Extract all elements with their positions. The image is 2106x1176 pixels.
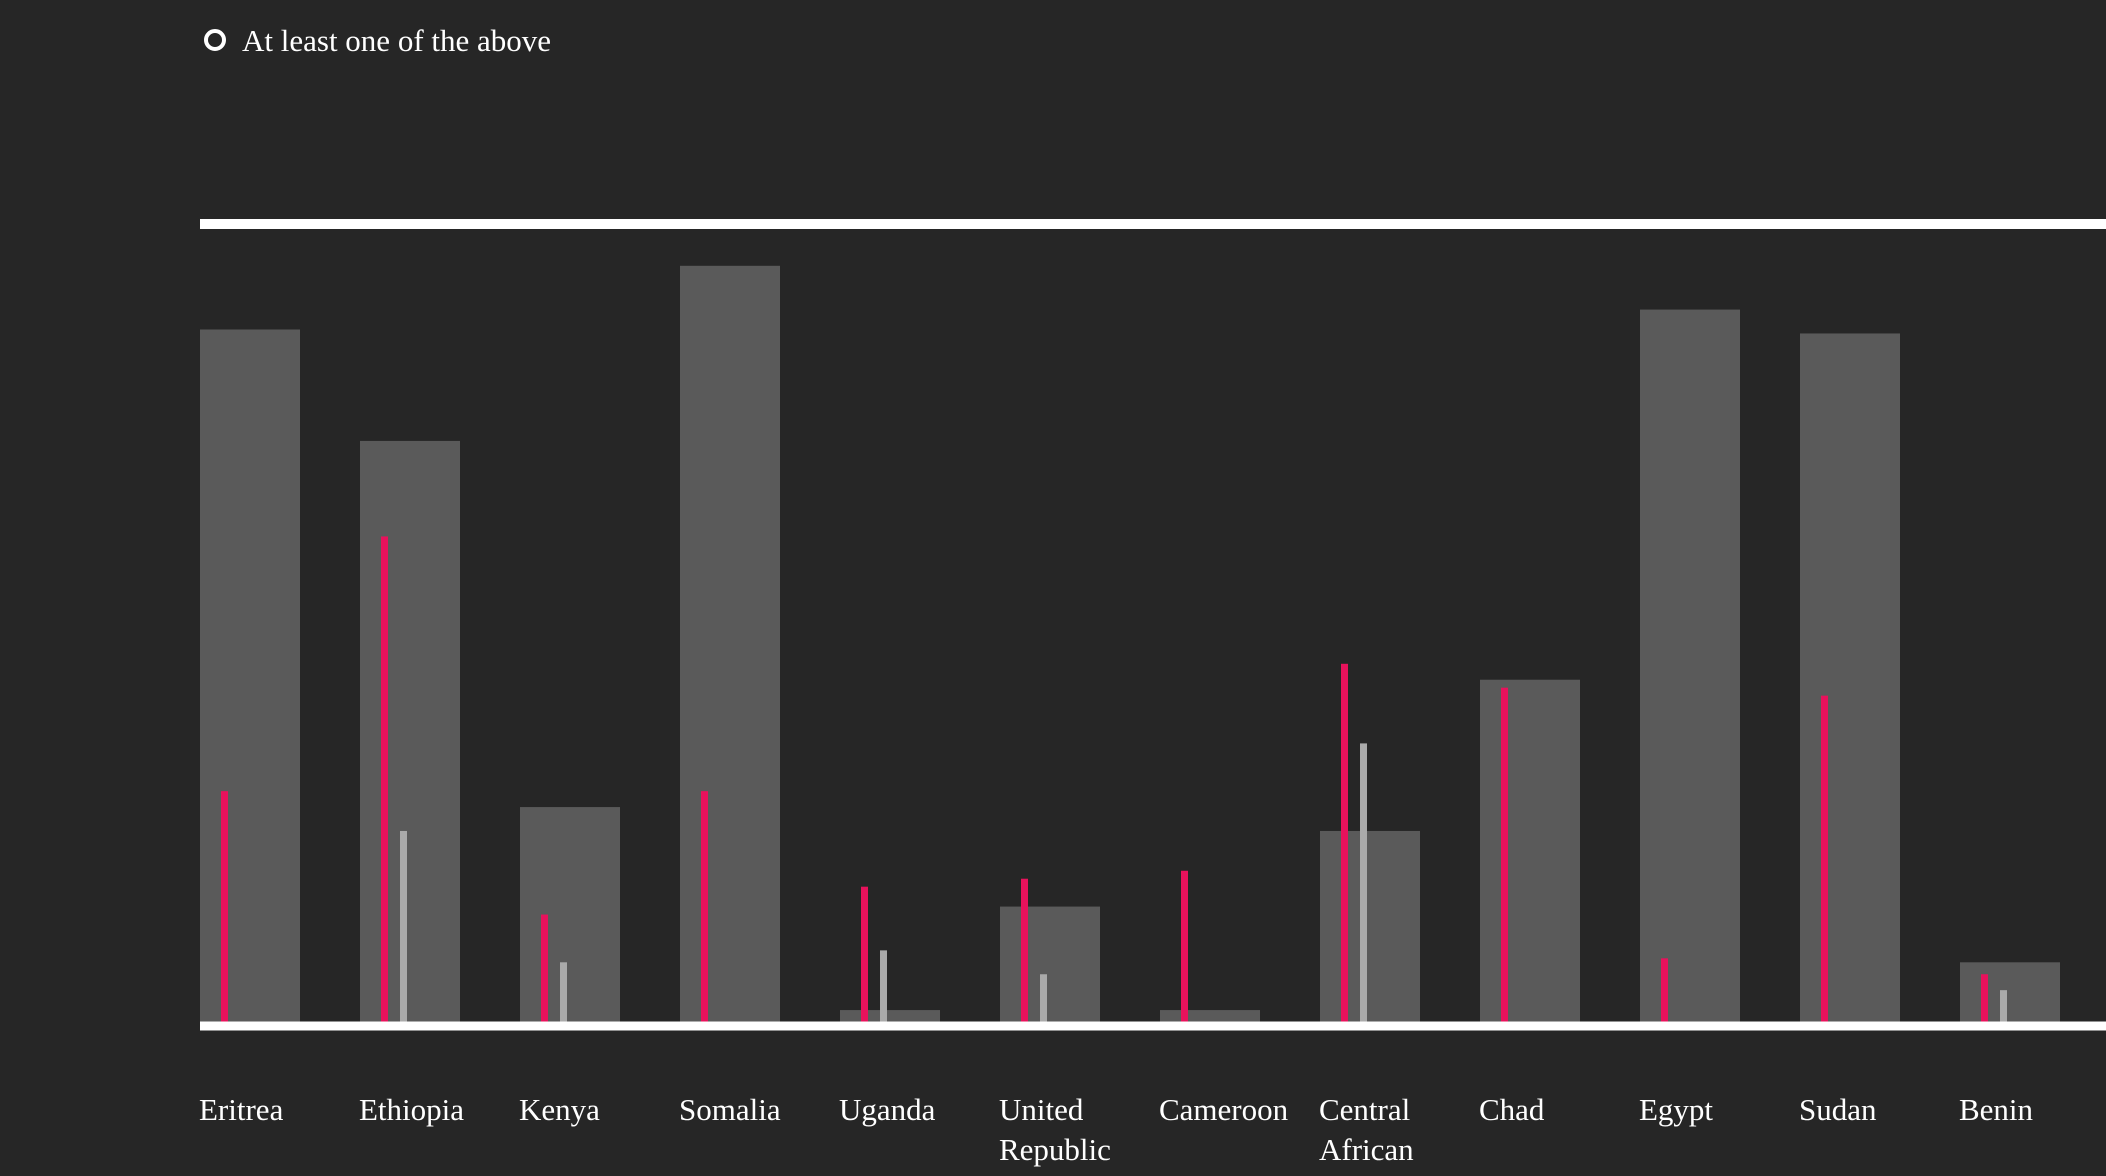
accent-line	[1501, 687, 1508, 1022]
x-axis-labels: Eritrea Ethiopia Kenya Somalia Uganda United R…	[199, 1092, 2034, 1167]
bar	[840, 1010, 940, 1022]
legend-option-label: At least one of the above	[242, 22, 552, 58]
x-tick-label: Sudan	[1799, 1092, 1877, 1127]
x-tick-label: Eritrea	[199, 1092, 284, 1127]
bar	[1640, 309, 1740, 1023]
secondary-line	[400, 830, 407, 1022]
accent-line	[221, 791, 228, 1022]
x-tick-label: Egypt	[1639, 1092, 1713, 1127]
radio-icon[interactable]	[204, 29, 226, 51]
bar	[1320, 830, 1420, 1022]
secondary-line-group	[400, 743, 2007, 1022]
accent-line	[861, 886, 868, 1022]
accent-line	[1661, 958, 1668, 1022]
bar-group	[200, 265, 2060, 1023]
bar	[1480, 679, 1580, 1022]
accent-line	[701, 791, 708, 1022]
x-tick-label: Uganda	[839, 1092, 936, 1127]
accent-line	[1181, 870, 1188, 1022]
bar	[360, 440, 460, 1022]
legend-radio-option[interactable]: At least one of the above	[204, 18, 551, 62]
accent-line	[541, 914, 548, 1022]
bar	[200, 329, 300, 1023]
secondary-line	[880, 950, 887, 1022]
bar	[1000, 906, 1100, 1022]
accent-line	[1821, 695, 1828, 1022]
x-tick-label: Somalia	[679, 1092, 781, 1127]
secondary-line	[2000, 990, 2007, 1022]
secondary-line	[1360, 743, 1367, 1022]
x-tick-label: United Republic	[999, 1092, 1111, 1167]
x-tick-label: Benin	[1959, 1092, 2034, 1127]
secondary-line	[1040, 974, 1047, 1022]
x-tick-label: Cameroon	[1159, 1092, 1289, 1127]
bar	[680, 265, 780, 1022]
accent-line-group	[221, 536, 1988, 1022]
accent-line	[381, 536, 388, 1022]
x-tick-label: Central African	[1319, 1092, 1414, 1167]
accent-line	[1341, 663, 1348, 1022]
bar	[520, 807, 620, 1022]
bar	[1960, 962, 2060, 1022]
x-tick-label: Ethiopia	[359, 1092, 464, 1127]
bar	[1800, 333, 1900, 1023]
x-tick-label: Chad	[1479, 1092, 1545, 1127]
secondary-line	[560, 962, 567, 1022]
bar	[1160, 1010, 1260, 1022]
accent-line	[1981, 974, 1988, 1022]
x-tick-label: Kenya	[519, 1092, 600, 1127]
accent-line	[1021, 878, 1028, 1022]
